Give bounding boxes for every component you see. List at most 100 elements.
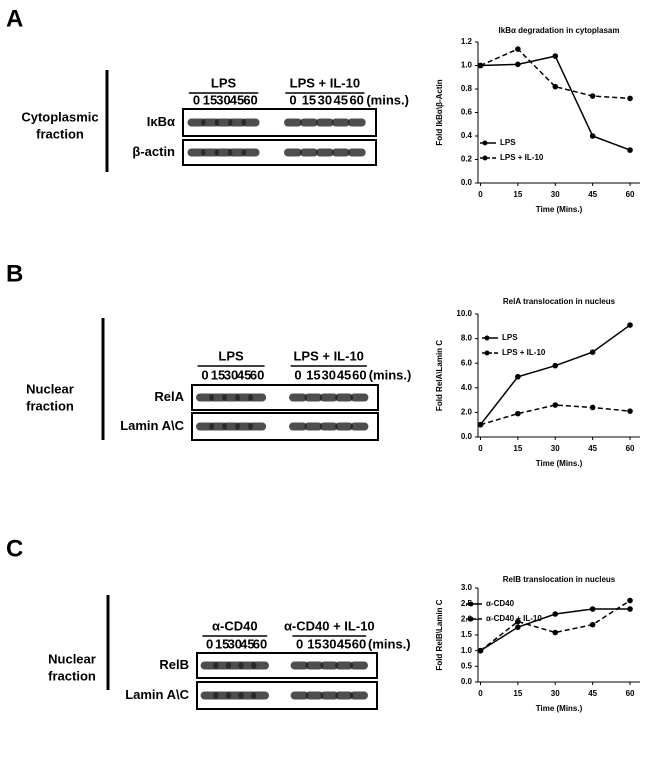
band — [241, 118, 260, 127]
row-label: RelA — [154, 389, 184, 404]
unit-label: (mins.) — [368, 636, 411, 651]
band — [350, 691, 368, 700]
x-tick-label: 0 — [478, 190, 483, 199]
x-tick-label: 45 — [588, 689, 597, 698]
series-line — [480, 599, 631, 652]
point — [477, 62, 484, 69]
legend-marker — [482, 155, 488, 161]
fraction-label: fraction — [36, 126, 84, 141]
point — [477, 421, 484, 428]
y-tick-label: 6.0 — [461, 358, 473, 367]
band — [350, 393, 369, 402]
lane-label: 0 — [289, 92, 296, 107]
x-tick-label: 15 — [513, 190, 522, 199]
x-axis-label: Time (Mins.) — [536, 205, 583, 214]
band — [228, 118, 247, 127]
fraction-label: Cytoplasmic — [21, 109, 98, 124]
point — [627, 147, 633, 153]
point — [515, 373, 521, 380]
panel-letter: B — [6, 260, 23, 287]
band — [251, 691, 269, 700]
point — [589, 133, 596, 139]
chart-title: IkBα degradation in cytoplasam — [499, 26, 620, 35]
legend-label: α-CD40 — [486, 599, 515, 608]
legend-label: LPS + IL-10 — [502, 348, 546, 357]
point — [627, 322, 633, 328]
x-tick-label: 45 — [588, 444, 597, 453]
fraction-label: Nuclear — [48, 651, 96, 666]
band — [209, 422, 228, 431]
band — [299, 148, 318, 157]
band — [335, 661, 354, 670]
band — [320, 691, 339, 700]
row-label: RelB — [159, 657, 189, 672]
lane-label: 0 — [294, 367, 301, 382]
lane-label: 15 — [215, 636, 229, 651]
x-tick-label: 60 — [626, 444, 635, 453]
band — [214, 148, 233, 157]
legend-marker — [484, 335, 490, 341]
fraction-label: fraction — [26, 398, 74, 413]
series-line — [480, 404, 631, 426]
x-axis-label: Time (Mins.) — [536, 459, 583, 468]
band — [251, 661, 269, 670]
band — [228, 148, 247, 157]
band — [320, 661, 339, 670]
band — [187, 148, 206, 157]
point — [515, 46, 521, 52]
lane-label: 30 — [318, 92, 332, 107]
lane-label: 30 — [322, 636, 336, 651]
unit-label: (mins.) — [366, 92, 409, 107]
lane-label: 30 — [224, 367, 238, 382]
lane-label: 30 — [321, 367, 335, 382]
group-label: α-CD40 + IL-10 — [284, 618, 375, 633]
y-tick-label: 1.0 — [461, 61, 473, 70]
band — [248, 393, 267, 402]
y-tick-label: 0.8 — [461, 84, 473, 93]
band — [284, 118, 303, 127]
point — [627, 597, 633, 604]
band — [304, 422, 323, 431]
lane-label: 60 — [253, 636, 267, 651]
point — [589, 404, 596, 411]
point — [589, 606, 596, 612]
band — [304, 393, 323, 402]
y-tick-label: 2.0 — [461, 408, 473, 417]
band — [235, 422, 254, 431]
lane-label: 0 — [296, 636, 303, 651]
band — [350, 661, 368, 670]
legend-marker — [468, 616, 474, 622]
panel-letter: C — [6, 535, 23, 562]
y-axis-label: Fold IkBα\β-Actin — [435, 79, 444, 145]
legend-marker — [468, 601, 474, 607]
lane-label: 45 — [240, 636, 254, 651]
y-tick-label: 0.2 — [461, 155, 473, 164]
unit-label: (mins.) — [369, 367, 412, 382]
group-label: LPS + IL-10 — [290, 75, 360, 90]
band — [319, 422, 338, 431]
x-tick-label: 30 — [551, 444, 560, 453]
lane-label: 60 — [352, 367, 366, 382]
legend-label: LPS — [500, 138, 516, 147]
band — [196, 393, 215, 402]
y-tick-label: 0.0 — [461, 178, 473, 187]
band — [319, 393, 338, 402]
lane-label: 60 — [243, 92, 257, 107]
y-tick-label: 0.0 — [461, 677, 473, 686]
x-tick-label: 30 — [551, 689, 560, 698]
series-line — [480, 48, 631, 100]
band — [284, 148, 303, 157]
band — [331, 118, 350, 127]
row-label: IκBα — [147, 114, 175, 129]
x-tick-label: 60 — [626, 689, 635, 698]
y-tick-label: 0.6 — [461, 108, 473, 117]
band — [335, 393, 354, 402]
band — [290, 691, 309, 700]
lane-label: 60 — [250, 367, 264, 382]
point — [552, 83, 559, 90]
y-tick-label: 4.0 — [461, 383, 473, 392]
point — [515, 61, 521, 68]
y-tick-label: 1.2 — [461, 37, 473, 46]
band — [331, 148, 350, 157]
